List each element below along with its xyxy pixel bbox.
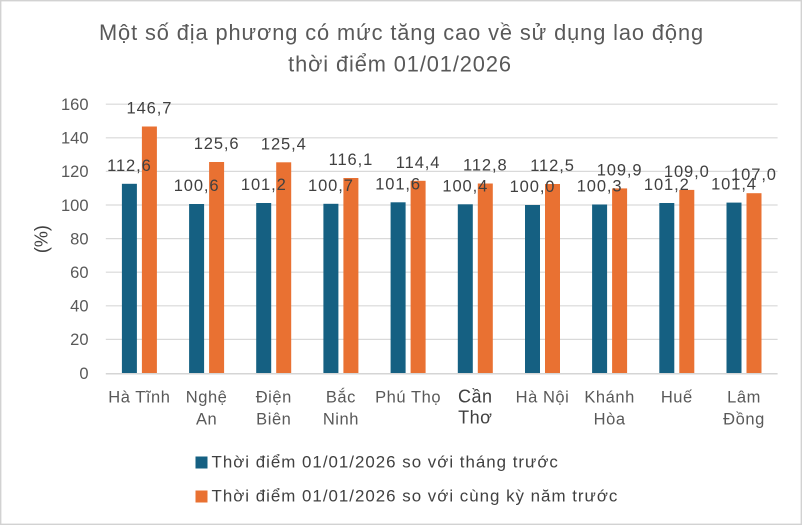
svg-text:120: 120 [61,163,89,181]
svg-text:Phú Thọ: Phú Thọ [375,388,441,406]
svg-text:112,6: 112,6 [107,157,152,175]
svg-text:An: An [196,411,217,429]
svg-text:thời điểm 01/01/2026: thời điểm 01/01/2026 [288,51,512,76]
svg-text:Thơ: Thơ [458,407,492,427]
svg-text:20: 20 [70,331,88,349]
svg-text:100,7: 100,7 [308,177,354,195]
svg-text:100,4: 100,4 [442,177,488,195]
svg-text:101,6: 101,6 [375,175,421,193]
svg-text:140: 140 [61,130,89,148]
svg-text:101,4: 101,4 [711,176,757,194]
svg-text:40: 40 [70,298,88,316]
svg-text:Huế: Huế [661,388,693,406]
svg-text:Khánh: Khánh [584,388,634,406]
svg-text:Hà Tĩnh: Hà Tĩnh [108,388,170,406]
svg-text:107,0: 107,0 [731,166,777,184]
svg-text:Cần: Cần [458,387,493,407]
svg-text:116,1: 116,1 [329,151,374,169]
svg-text:(%): (%) [32,225,52,253]
svg-text:125,6: 125,6 [194,135,240,153]
svg-text:Biên: Biên [256,411,291,429]
svg-text:101,2: 101,2 [644,176,690,194]
svg-text:109,9: 109,9 [597,161,643,179]
svg-text:Lâm: Lâm [727,388,761,406]
svg-text:100: 100 [61,197,89,215]
svg-text:Hà Nội: Hà Nội [516,388,570,406]
svg-text:0: 0 [79,365,88,383]
svg-text:101,2: 101,2 [241,176,287,194]
svg-text:100,6: 100,6 [174,177,220,195]
svg-text:Nghệ: Nghệ [186,388,228,406]
svg-text:Hòa: Hòa [594,411,626,429]
svg-text:125,4: 125,4 [261,135,307,153]
svg-text:114,4: 114,4 [396,154,441,172]
svg-text:112,5: 112,5 [530,157,575,175]
svg-text:Điện: Điện [256,388,292,406]
svg-text:80: 80 [70,230,88,248]
svg-text:112,8: 112,8 [463,157,508,175]
svg-text:Thời điểm 01/01/2026 so với cù: Thời điểm 01/01/2026 so với cùng kỳ năm … [212,487,619,506]
svg-text:109,0: 109,0 [664,163,710,181]
svg-text:160: 160 [61,96,89,114]
svg-text:Một số địa phương có mức tăng: Một số địa phương có mức tăng cao về sử … [99,20,704,45]
svg-text:100,3: 100,3 [577,178,623,196]
svg-text:Bắc: Bắc [326,387,356,406]
svg-text:Đồng: Đồng [723,411,765,429]
svg-text:60: 60 [70,264,88,282]
svg-text:Thời điểm 01/01/2026 so với th: Thời điểm 01/01/2026 so với tháng trước [212,453,559,472]
svg-text:Ninh: Ninh [323,411,359,429]
svg-text:146,7: 146,7 [127,100,173,118]
svg-text:100,0: 100,0 [510,178,556,196]
